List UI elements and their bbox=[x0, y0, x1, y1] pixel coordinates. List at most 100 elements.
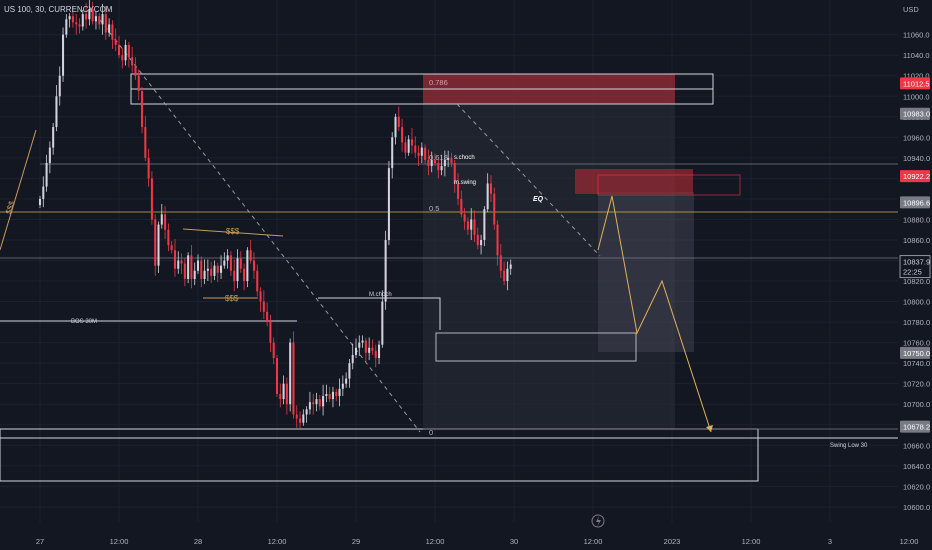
candle[interactable] bbox=[407, 135, 410, 156]
candle[interactable] bbox=[466, 217, 469, 235]
candle[interactable] bbox=[144, 115, 147, 161]
candle[interactable] bbox=[226, 249, 229, 269]
candle[interactable] bbox=[213, 260, 216, 281]
candle[interactable] bbox=[457, 173, 460, 206]
candle[interactable] bbox=[94, 11, 97, 30]
candle[interactable] bbox=[440, 154, 443, 176]
candle[interactable] bbox=[335, 388, 338, 402]
candle[interactable] bbox=[141, 87, 144, 134]
current-price-label[interactable]: 10837.922:25 bbox=[899, 255, 931, 279]
demand-box[interactable] bbox=[435, 332, 637, 362]
candle[interactable] bbox=[299, 411, 302, 429]
candle[interactable] bbox=[127, 41, 130, 68]
candle[interactable] bbox=[114, 28, 117, 52]
candle[interactable] bbox=[381, 290, 384, 348]
candle[interactable] bbox=[170, 240, 173, 254]
candle[interactable] bbox=[269, 314, 272, 352]
candle[interactable] bbox=[394, 113, 397, 145]
candle[interactable] bbox=[489, 175, 492, 202]
candle[interactable] bbox=[371, 339, 374, 355]
candle[interactable] bbox=[374, 344, 377, 368]
candle[interactable] bbox=[137, 69, 140, 101]
candle[interactable] bbox=[506, 261, 509, 291]
candle[interactable] bbox=[108, 18, 111, 37]
candle[interactable] bbox=[493, 187, 496, 230]
supply-zone-lower[interactable] bbox=[575, 169, 693, 194]
candle[interactable] bbox=[341, 375, 344, 397]
candle[interactable] bbox=[58, 66, 61, 106]
candle[interactable] bbox=[331, 386, 334, 408]
candle[interactable] bbox=[361, 335, 364, 348]
candle[interactable] bbox=[223, 252, 226, 269]
candle[interactable] bbox=[437, 158, 440, 179]
candle[interactable] bbox=[368, 337, 371, 361]
candle[interactable] bbox=[476, 227, 479, 250]
candle[interactable] bbox=[345, 372, 348, 388]
price-label[interactable]: 10750.0 bbox=[900, 346, 930, 359]
candle[interactable] bbox=[216, 262, 219, 283]
candle[interactable] bbox=[417, 145, 420, 167]
candle[interactable] bbox=[101, 3, 104, 35]
candle[interactable] bbox=[387, 160, 390, 246]
lightning-icon[interactable] bbox=[591, 514, 605, 528]
candle[interactable] bbox=[354, 338, 358, 359]
candle[interactable] bbox=[81, 10, 84, 31]
price-axis[interactable]: USD11060.011040.011020.011000.010980.010… bbox=[898, 0, 932, 550]
candle[interactable] bbox=[285, 377, 288, 415]
candle[interactable] bbox=[88, 0, 91, 26]
candle[interactable] bbox=[259, 287, 262, 312]
candle[interactable] bbox=[262, 290, 265, 320]
candle[interactable] bbox=[131, 46, 134, 73]
price-label[interactable]: 10922.2 bbox=[900, 170, 930, 183]
candle[interactable] bbox=[71, 5, 74, 28]
candle[interactable] bbox=[460, 190, 463, 218]
target-projection-box[interactable] bbox=[598, 192, 694, 352]
candle[interactable] bbox=[117, 35, 121, 59]
candle[interactable] bbox=[124, 39, 127, 66]
candle[interactable] bbox=[121, 48, 124, 69]
candle[interactable] bbox=[453, 159, 456, 193]
candle[interactable] bbox=[315, 392, 318, 412]
candle[interactable] bbox=[236, 249, 239, 289]
candle[interactable] bbox=[470, 208, 473, 240]
candle[interactable] bbox=[473, 210, 476, 243]
candle[interactable] bbox=[52, 122, 55, 155]
candle[interactable] bbox=[91, 1, 94, 25]
swing-low-box[interactable] bbox=[0, 428, 759, 482]
candle[interactable] bbox=[486, 173, 489, 213]
candle[interactable] bbox=[499, 244, 502, 278]
candle[interactable] bbox=[351, 343, 354, 370]
candle[interactable] bbox=[206, 259, 209, 282]
candle[interactable] bbox=[358, 335, 361, 356]
candle[interactable] bbox=[200, 256, 203, 288]
candle[interactable] bbox=[78, 18, 81, 34]
candle[interactable] bbox=[68, 13, 71, 28]
candle[interactable] bbox=[173, 238, 176, 277]
candle[interactable] bbox=[450, 152, 453, 168]
candle[interactable] bbox=[447, 150, 450, 168]
candle[interactable] bbox=[364, 337, 367, 364]
candle[interactable] bbox=[414, 136, 417, 158]
candle[interactable] bbox=[75, 14, 78, 35]
candle[interactable] bbox=[65, 14, 68, 38]
candle[interactable] bbox=[420, 142, 423, 163]
candle[interactable] bbox=[308, 391, 311, 415]
candle[interactable] bbox=[154, 214, 157, 276]
candle[interactable] bbox=[160, 204, 163, 229]
candle[interactable] bbox=[239, 251, 242, 273]
candle[interactable] bbox=[433, 153, 437, 167]
candle[interactable] bbox=[180, 253, 183, 274]
candle[interactable] bbox=[318, 394, 321, 411]
candle[interactable] bbox=[111, 20, 114, 50]
candle[interactable] bbox=[98, 13, 101, 30]
candle[interactable] bbox=[45, 154, 48, 192]
projected-path[interactable] bbox=[597, 195, 712, 433]
candle[interactable] bbox=[384, 230, 387, 310]
candle[interactable] bbox=[348, 359, 351, 388]
candle[interactable] bbox=[302, 409, 305, 426]
candle[interactable] bbox=[177, 251, 180, 274]
candle[interactable] bbox=[85, 2, 88, 29]
candle[interactable] bbox=[246, 247, 249, 288]
candle[interactable] bbox=[187, 252, 190, 284]
